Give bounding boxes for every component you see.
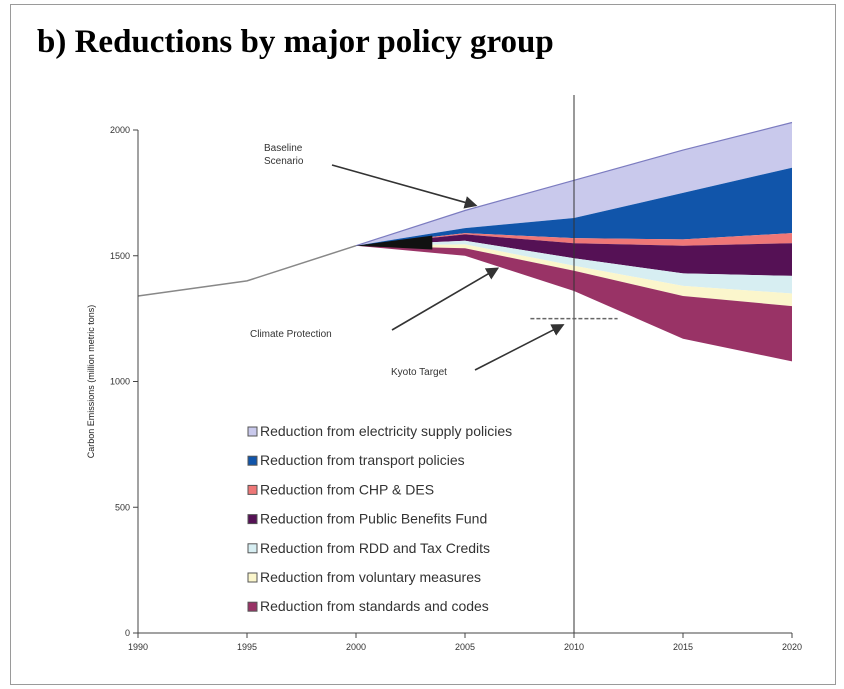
figure-frame xyxy=(10,4,836,685)
legend-entry: Reduction from CHP & DES xyxy=(260,481,434,497)
annotation-label: Climate Protection xyxy=(250,329,332,340)
annotation-arrow xyxy=(474,324,565,371)
overlap-wedge xyxy=(356,235,433,250)
legend-entry: Reduction from transport policies xyxy=(260,452,465,468)
legend-entry: Reduction from RDD and Tax Credits xyxy=(260,540,490,556)
legend-swatch xyxy=(247,543,258,554)
y-tick-label: 500 xyxy=(115,502,130,512)
y-tick-label: 1500 xyxy=(110,251,130,261)
legend-entry: Reduction from Public Benefits Fund xyxy=(260,511,487,527)
legend-swatch xyxy=(247,484,258,495)
legend-entry: Reduction from standards and codes xyxy=(260,598,489,614)
area-2 xyxy=(356,167,792,246)
y-tick-label: 1000 xyxy=(110,377,130,387)
area-6 xyxy=(356,244,792,307)
annotation-label: Scenario xyxy=(264,156,304,167)
x-tick-label: 2010 xyxy=(564,642,584,652)
legend-swatch xyxy=(247,426,258,437)
x-tick-label: 1995 xyxy=(237,642,257,652)
area-7 xyxy=(356,245,792,362)
x-tick-label: 2020 xyxy=(782,642,802,652)
historical-emissions-line xyxy=(137,244,357,297)
annotation-arrow xyxy=(331,164,478,209)
y-tick-label: 0 xyxy=(125,628,130,638)
chart-title: b) Reductions by major policy group xyxy=(37,24,554,60)
legend-swatch xyxy=(247,455,258,466)
legend-entry: Reduction from electricity supply polici… xyxy=(260,423,512,439)
legend-swatch xyxy=(247,572,258,583)
legend-entry: Reduction from voluntary measures xyxy=(260,569,481,585)
legend-swatch xyxy=(247,514,258,525)
x-tick-label: 2015 xyxy=(673,642,693,652)
annotation-label: Baseline xyxy=(264,143,303,154)
annotation-arrow xyxy=(391,267,500,331)
y-axis-label: Carbon Emissions (million metric tons) xyxy=(86,305,96,459)
area-5 xyxy=(356,240,792,294)
x-tick-label: 2000 xyxy=(346,642,366,652)
y-tick-label: 2000 xyxy=(110,125,130,135)
x-tick-label: 2005 xyxy=(455,642,475,652)
annotation-label: Kyoto Target xyxy=(391,367,447,378)
legend-swatch xyxy=(247,601,258,612)
x-tick-label: 1990 xyxy=(128,642,148,652)
